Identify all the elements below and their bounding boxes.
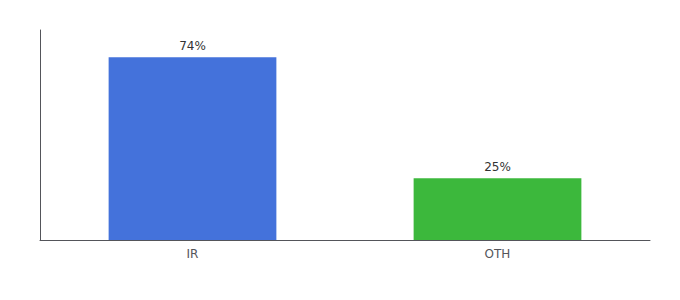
svg-text:OTH: OTH (485, 247, 511, 261)
svg-text:25%: 25% (484, 160, 511, 174)
svg-text:74%: 74% (179, 39, 206, 53)
svg-text:IR: IR (187, 247, 199, 261)
